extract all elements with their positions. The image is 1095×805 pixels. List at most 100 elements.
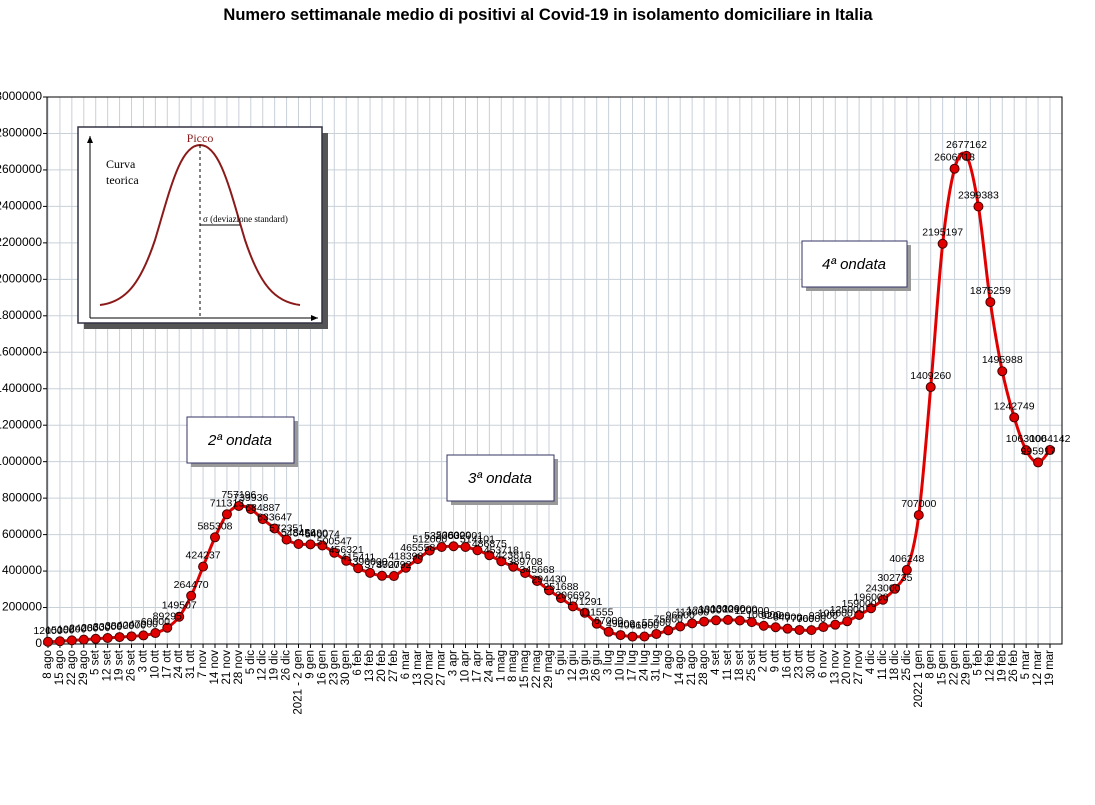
data-label: 264470 [174,579,209,591]
marker [1033,457,1044,468]
marker [496,556,507,567]
x-tick-label: 17 ott [161,649,173,679]
data-label: 113000 [675,606,709,618]
marker [770,622,781,633]
x-tick-label: 10 apr [460,650,472,683]
data-label: 93000 [809,610,838,622]
marker [162,622,173,633]
marker [341,555,352,566]
marker [579,607,590,618]
marker [484,550,495,561]
y-tick-label: 2400000 [0,199,42,213]
marker [460,541,471,552]
x-tick-label: 27 nov [853,650,865,685]
x-tick-label: 31 lug [650,650,662,681]
marker [1045,444,1055,455]
x-tick-label: 15 mag [519,650,531,688]
x-tick-label: 27 feb [388,650,400,682]
annotation-box [446,454,555,502]
x-tick-label: 19 giu [579,650,591,681]
marker [985,297,996,308]
marker [221,509,232,520]
data-label: 38000 [105,620,134,632]
annotation: 2ª ondata [207,432,272,449]
data-label: 1242749 [994,400,1035,412]
marker [293,538,304,549]
data-label: 423816 [496,550,531,562]
x-tick-label: 11 set [722,649,734,680]
x-tick-label: 16 gen [316,650,328,685]
x-tick-label: 3 lug [603,650,615,675]
marker [591,618,602,629]
y-tick-label: 0 [35,636,42,650]
data-label: 159000 [842,598,877,610]
data-label: 96000 [666,609,695,621]
marker [949,163,960,174]
x-tick-label: 5 set [90,649,102,675]
x-tick-label: 3 ott [137,649,149,672]
annotation-box [801,240,908,288]
data-label: 125000 [830,604,865,616]
y-tick-label: 1000000 [0,454,42,468]
data-label: 572351 [269,523,304,535]
x-tick-label: 13 mar [412,650,424,686]
data-label: 42000 [117,619,146,631]
x-tick-label: 24 ott [173,649,185,679]
annotation: 4ª ondata [822,256,886,273]
marker [198,561,209,572]
data-label: 2606713 [934,152,975,164]
marker [210,532,220,543]
y-tick-label: 400000 [2,563,42,577]
x-tick-label: 20 nov [841,650,853,685]
x-tick-label: 29 gen [961,650,973,685]
data-label: 374000 [364,559,399,571]
data-label: 243000 [865,583,900,595]
marker [866,603,877,614]
x-tick-label: 17 apr [471,650,483,683]
data-label: 15000 [45,624,74,636]
marker [520,567,531,578]
data-label: 28500 [81,622,110,634]
data-label: 106000 [818,608,853,620]
y-tick-label: 2000000 [0,272,42,286]
x-tick-label: 5 mar [1020,650,1032,680]
marker [722,614,733,625]
x-tick-label: 28 ago [698,650,710,685]
x-tick-label: 19 feb [996,650,1008,682]
x-tick-label: 25 set [746,649,758,681]
data-label: 500547 [317,536,352,548]
marker [138,630,149,641]
marker [377,570,387,581]
data-label: 1409260 [910,370,951,382]
x-tick-label: 4 set [710,649,722,675]
marker [174,611,185,622]
x-tick-label: 17 lug [627,650,639,681]
marker [245,504,256,515]
y-tick-label: 2200000 [0,235,42,249]
x-tick-label: 2021 - 2 gen [293,650,305,715]
marker [257,514,268,525]
data-label: 47000 [129,618,158,630]
x-tick-label: 13 feb [364,650,376,682]
marker [412,554,423,565]
data-label: 1875259 [970,285,1011,297]
x-tick-label: 5 dic [245,650,257,675]
marker [365,567,376,578]
data-label: 130000 [698,603,733,615]
x-tick-label: 30 gen [340,650,352,685]
marker [782,623,793,634]
marker [508,561,519,572]
data-label: 512000 [412,534,447,546]
marker [281,534,292,545]
inset-sigma: σ (deviazione standard) [203,214,288,224]
marker [889,583,900,594]
x-tick-label: 26 set [126,649,138,681]
x-tick-label: 29 mag [543,650,555,688]
data-label: 486875 [472,538,507,550]
data-label: 739936 [233,492,268,504]
data-label: 149507 [162,600,197,612]
data-label: 540074 [305,529,340,541]
x-tick-label: 6 nov [817,650,829,678]
data-label: 995917 [1021,445,1056,457]
x-tick-label: 30 ott [805,649,817,679]
